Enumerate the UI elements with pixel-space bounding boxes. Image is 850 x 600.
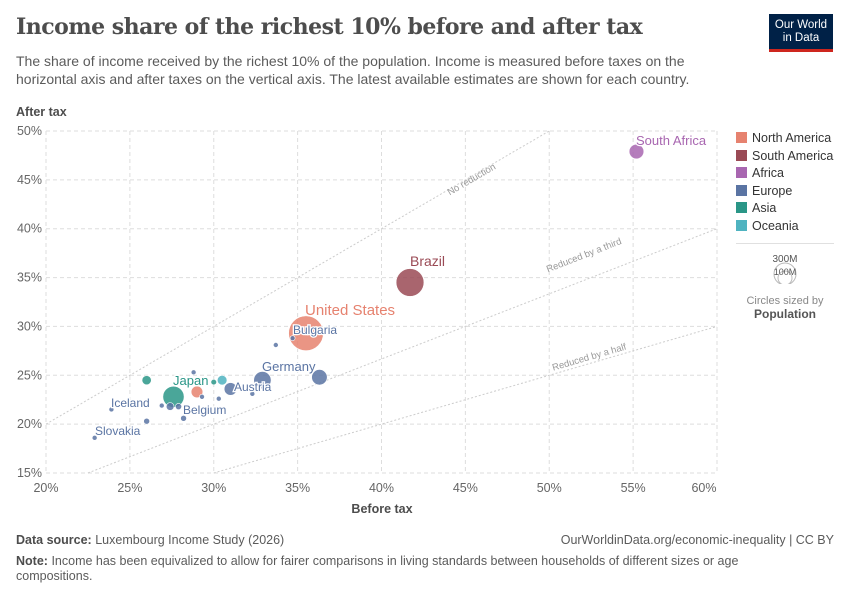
legend-label: South America	[752, 148, 834, 163]
x-tick-label: 55%	[621, 481, 646, 495]
data-point	[180, 414, 187, 422]
y-tick-label: 35%	[17, 271, 42, 285]
size-legend-circles: 300M 100M	[772, 254, 798, 286]
x-tick-label: 20%	[33, 481, 58, 495]
y-tick-label: 15%	[17, 466, 42, 480]
data-point	[91, 435, 98, 441]
reference-line	[87, 228, 718, 474]
legend-item[interactable]: Europe	[736, 184, 792, 198]
y-tick-label: 45%	[17, 173, 42, 187]
chart-title: Income share of the richest 10% before a…	[16, 14, 643, 40]
x-axis-label: Before tax	[351, 502, 412, 516]
size-legend: 300M 100M Circles sized by Population	[736, 243, 834, 321]
y-tick-label: 20%	[17, 417, 42, 431]
data-point	[223, 382, 238, 396]
y-tick-label: 25%	[17, 368, 42, 382]
legend-swatch	[736, 149, 747, 161]
data-point	[199, 393, 205, 400]
data-point	[143, 417, 150, 425]
x-tick-label: 40%	[369, 481, 394, 495]
reference-line	[45, 130, 550, 425]
source-url[interactable]: OurWorldinData.org/economic-inequality |…	[560, 533, 834, 547]
y-tick-label: 50%	[17, 124, 42, 138]
data-point	[395, 268, 425, 297]
data-point	[216, 375, 228, 386]
data-point	[289, 335, 296, 341]
point-label: Belgium	[183, 403, 226, 417]
legend-item[interactable]: Asia	[736, 201, 776, 215]
legend-item[interactable]: Oceania	[736, 219, 799, 233]
point-label: Germany	[262, 359, 316, 374]
x-tick-label: 45%	[453, 481, 478, 495]
y-tick-label: 40%	[17, 222, 42, 236]
legend-swatch	[736, 184, 747, 196]
legend-swatch	[736, 167, 747, 178]
data-point	[273, 342, 279, 348]
data-point	[311, 369, 328, 386]
data-point	[288, 315, 324, 351]
data-point	[190, 385, 204, 399]
data-point	[190, 369, 197, 376]
legend-swatch	[736, 132, 747, 143]
reference-line	[213, 325, 718, 474]
note: Note: Income has been equivalized to all…	[16, 554, 739, 583]
point-label: United States	[305, 302, 395, 319]
point-label: Brazil	[410, 253, 445, 269]
svg-text:300M: 300M	[772, 254, 797, 265]
data-point	[215, 395, 222, 402]
point-label: Bulgaria	[293, 323, 337, 337]
data-source: Data source: Luxembourg Income Study (20…	[16, 533, 285, 547]
legend-label: Africa	[752, 166, 784, 180]
legend-item[interactable]: Africa	[736, 166, 784, 180]
data-point	[249, 391, 256, 397]
x-tick-label: 35%	[285, 481, 310, 495]
legend-label: Asia	[752, 201, 777, 215]
x-tick-label: 25%	[117, 481, 142, 495]
point-label: Japan	[173, 373, 208, 388]
legend-swatch	[736, 202, 747, 213]
x-tick-label: 30%	[201, 481, 226, 495]
x-tick-label: 50%	[537, 481, 562, 495]
data-point	[175, 403, 182, 411]
data-point	[165, 402, 175, 411]
legend-label: Oceania	[752, 218, 799, 233]
legend-label: North America	[752, 131, 832, 145]
x-tick-label: 60%	[691, 481, 716, 495]
legend-label: Europe	[752, 183, 793, 198]
legend-swatch	[736, 219, 747, 231]
chart-subtitle: The share of income received by the rich…	[16, 53, 690, 87]
legend-item[interactable]: North America	[736, 131, 831, 145]
y-tick-label: 30%	[17, 319, 42, 333]
data-point	[253, 371, 272, 390]
point-label: Austria	[234, 380, 272, 394]
svg-text:100M: 100M	[774, 267, 797, 277]
reference-line-label: Reduced by a half	[551, 342, 628, 374]
y-axis-label: After tax	[16, 105, 67, 119]
data-point	[158, 402, 165, 409]
data-point	[141, 375, 152, 386]
point-label: Iceland	[111, 396, 150, 410]
point-label: Slovakia	[95, 424, 141, 438]
data-point	[210, 378, 217, 386]
data-point	[628, 143, 645, 160]
point-label: South Africa	[636, 133, 707, 148]
legend-item[interactable]: South America	[736, 149, 833, 163]
owid-logo[interactable]: Our World in Data	[769, 14, 833, 52]
data-point	[108, 406, 115, 413]
